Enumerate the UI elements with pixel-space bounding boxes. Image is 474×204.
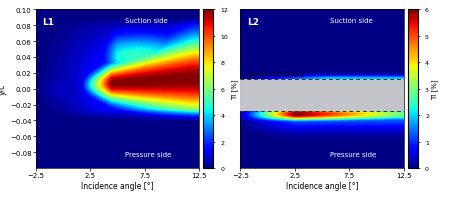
Y-axis label: y/c: y/c [0, 84, 7, 95]
Y-axis label: TI [%]: TI [%] [432, 79, 438, 100]
Bar [240, 80, 404, 111]
Text: Suction side: Suction side [126, 18, 168, 24]
X-axis label: Incidence angle [°]: Incidence angle [°] [81, 181, 154, 190]
Text: Suction side: Suction side [330, 18, 373, 24]
Y-axis label: TI [%]: TI [%] [231, 79, 237, 100]
X-axis label: Incidence angle [°]: Incidence angle [°] [286, 181, 358, 190]
Text: Airfoil thickness: Airfoil thickness [248, 72, 304, 78]
Text: Pressure side: Pressure side [126, 151, 172, 157]
Text: Pressure side: Pressure side [330, 151, 376, 157]
Text: L2: L2 [247, 18, 259, 27]
Text: L1: L1 [42, 18, 54, 27]
